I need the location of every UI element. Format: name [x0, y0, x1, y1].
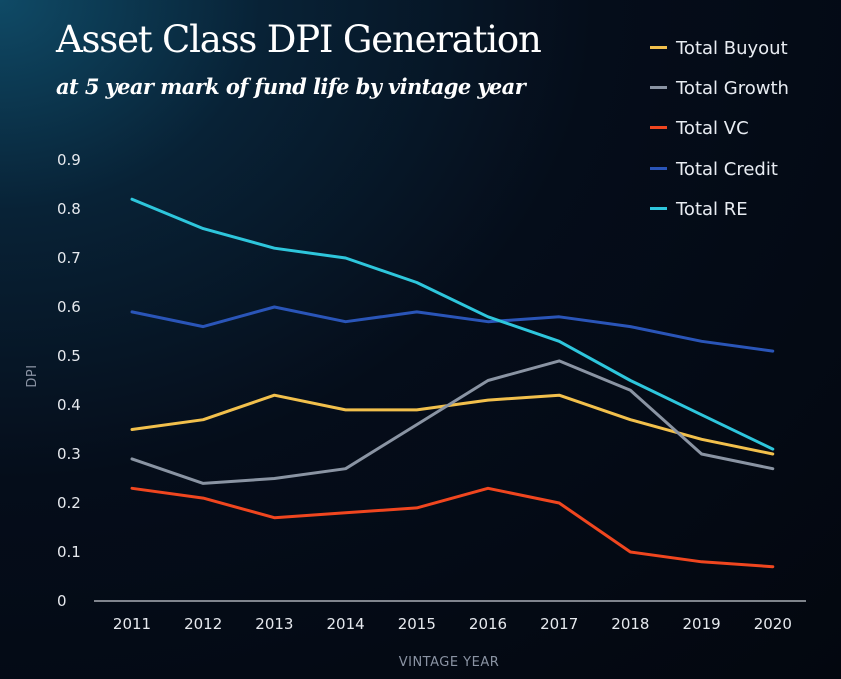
x-axis-label: VINTAGE YEAR: [399, 655, 500, 670]
y-tick-label: 0: [57, 592, 67, 610]
x-tick-label: 2013: [255, 615, 293, 633]
legend-label: Total VC: [676, 118, 749, 140]
y-axis-label: DPI: [25, 364, 40, 387]
x-axis: 2011 2012 2013 2014 2015 2016 2017 2018 2019 2020: [113, 615, 792, 633]
legend-item: Total RE: [650, 189, 789, 229]
y-tick-label: 0.7: [57, 249, 81, 267]
legend-swatch: [650, 206, 667, 210]
x-tick-label: 2018: [611, 615, 649, 633]
y-tick-label: 0.3: [57, 445, 81, 463]
y-tick-label: 0.8: [57, 200, 81, 218]
x-tick-label: 2016: [469, 615, 507, 633]
x-tick-label: 2011: [113, 615, 151, 633]
legend-label: Total Credit: [676, 158, 778, 180]
legend-item: Total VC: [650, 109, 789, 149]
legend-swatch: [650, 166, 667, 170]
series-group: [130, 197, 775, 569]
legend-label: Total Growth: [676, 77, 789, 99]
x-tick-label: 2019: [683, 615, 721, 633]
chart-title: Asset Class DPI Generation: [56, 18, 542, 61]
legend: Total Buyout Total Growth Total VC Total Cr…: [650, 28, 789, 229]
y-tick-label: 0.1: [57, 543, 81, 561]
legend-item: Total Buyout: [650, 28, 789, 68]
x-tick-label: 2014: [327, 615, 365, 633]
legend-item: Total Credit: [650, 149, 789, 189]
y-tick-label: 0.6: [57, 298, 81, 316]
y-tick-label: 0.4: [57, 396, 81, 414]
y-axis: 0 0.1 0.2 0.3 0.4 0.5 0.6 0.7 0.8 0.9: [57, 151, 81, 610]
series-line-total-buyout: [130, 393, 775, 456]
series-line-total-vc: [130, 486, 775, 569]
x-tick-label: 2017: [540, 615, 578, 633]
x-tick-label: 2020: [754, 615, 792, 633]
legend-label: Total RE: [676, 198, 748, 220]
legend-swatch: [650, 85, 667, 89]
series-line-total-credit: [130, 305, 775, 353]
x-tick-label: 2012: [184, 615, 222, 633]
series-line-total-re: [130, 197, 775, 451]
y-tick-label: 0.9: [57, 151, 81, 169]
legend-swatch: [650, 45, 667, 49]
x-tick-label: 2015: [398, 615, 436, 633]
legend-swatch: [650, 126, 667, 130]
legend-item: Total Growth: [650, 68, 789, 108]
y-tick-label: 0.5: [57, 347, 81, 365]
chart-subtitle: at 5 year mark of fund life by vintage y…: [56, 74, 526, 99]
legend-label: Total Buyout: [676, 37, 788, 59]
y-tick-label: 0.2: [57, 494, 81, 512]
series-line-total-growth: [130, 359, 775, 485]
